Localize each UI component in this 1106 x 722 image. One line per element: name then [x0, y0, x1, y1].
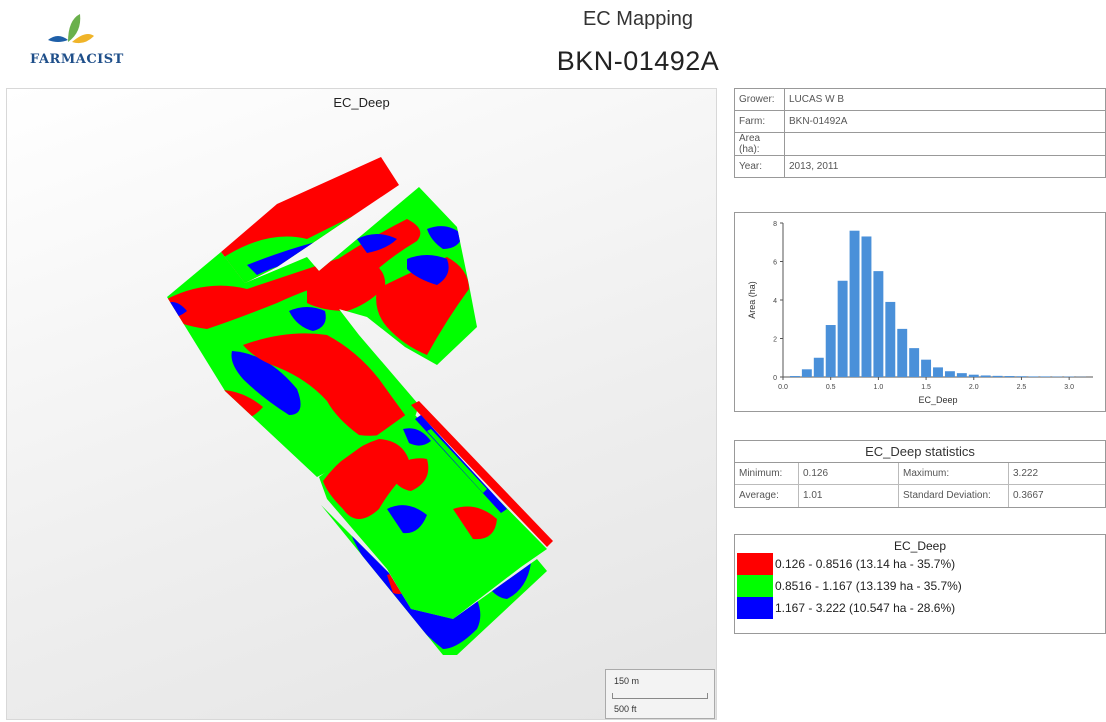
- statistics-panel: EC_Deep statistics Minimum: 0.126 Maximu…: [734, 440, 1106, 508]
- histogram-bar: [1028, 376, 1039, 377]
- x-tick-label: 0.0: [778, 384, 788, 391]
- legend-label: 1.167 - 3.222 (10.547 ha - 28.6%): [775, 601, 956, 615]
- x-tick-label: 1.0: [874, 384, 884, 391]
- stddev-value: 0.3667: [1013, 490, 1044, 501]
- field-block-central: [167, 187, 477, 477]
- ec-map[interactable]: [7, 89, 718, 721]
- info-value: [784, 132, 1106, 156]
- info-label: Year:: [734, 155, 785, 178]
- legend-item: 0.126 - 0.8516 (13.14 ha - 35.7%): [735, 553, 1105, 575]
- legend-label: 0.8516 - 1.167 (13.139 ha - 35.7%): [775, 579, 962, 593]
- field-block-south-east: [319, 411, 547, 619]
- histogram-bar: [813, 357, 824, 377]
- field-edge-strip: [411, 401, 553, 547]
- minimum-value: 0.126: [799, 463, 899, 484]
- farmacist-logo: FARMACIST: [30, 10, 123, 70]
- statistics-row: Average: 1.01 Standard Deviation: 0.3667: [735, 485, 1105, 507]
- histogram-bar: [837, 280, 848, 377]
- legend-swatch-blue: [737, 597, 773, 619]
- histogram-bar: [789, 376, 800, 377]
- info-value: BKN-01492A: [784, 110, 1106, 133]
- stddev-label: Standard Deviation:: [899, 485, 1009, 507]
- scale-bar: 150 m 500 ft: [605, 669, 715, 719]
- histogram-bar: [1016, 376, 1027, 377]
- legend-item: 1.167 - 3.222 (10.547 ha - 28.6%): [735, 597, 1105, 619]
- y-axis-label: Area (ha): [747, 281, 757, 319]
- info-row-farm: Farm: BKN-01492A: [734, 110, 1106, 133]
- histogram-bar: [1040, 376, 1051, 377]
- info-row-year: Year: 2013, 2011: [734, 155, 1106, 178]
- info-row-area: Area (ha):: [734, 132, 1106, 156]
- info-value: LUCAS W B: [784, 88, 1106, 111]
- maximum-value: 3.222: [1013, 468, 1039, 479]
- y-tick-label: 0: [773, 375, 777, 382]
- x-tick-label: 1.5: [921, 384, 931, 391]
- map-panel[interactable]: EC_Deep: [6, 88, 717, 720]
- legend-swatch-red: [737, 553, 773, 575]
- average-label: Average:: [735, 485, 799, 507]
- logo-text: FARMACIST: [30, 52, 124, 67]
- maximum-label: Maximum:: [899, 463, 1009, 484]
- scale-feet: 500 ft: [614, 704, 637, 714]
- histogram-bar: [1004, 376, 1015, 377]
- statistics-title: EC_Deep statistics: [735, 441, 1105, 463]
- scale-meters: 150 m: [614, 676, 640, 686]
- histogram-bar: [885, 301, 896, 377]
- histogram-bar: [956, 373, 967, 377]
- y-tick-label: 4: [773, 298, 777, 305]
- histogram-bar: [944, 371, 955, 377]
- histogram-panel: 0 2 4 6 8 0.0 0.5 1.0 1.5 2.0 2.5 3.0 EC_Deep Area (h…: [734, 212, 1106, 412]
- legend-swatch-green: [737, 575, 773, 597]
- x-tick-label: 2.0: [969, 384, 979, 391]
- legend-panel: EC_Deep 0.126 - 0.8516 (13.14 ha - 35.7%…: [734, 534, 1106, 634]
- histogram-bar: [861, 236, 872, 377]
- x-tick-label: 0.5: [826, 384, 836, 391]
- legend-item: 0.8516 - 1.167 (13.139 ha - 35.7%): [735, 575, 1105, 597]
- info-label: Farm:: [734, 110, 785, 133]
- info-table: Grower: LUCAS W B Farm: BKN-01492A Area …: [734, 88, 1106, 178]
- x-tick-label: 2.5: [1017, 384, 1027, 391]
- histogram-bar: [897, 328, 908, 377]
- x-tick-label: 3.0: [1064, 384, 1074, 391]
- y-tick-label: 6: [773, 260, 777, 267]
- histogram-bar: [980, 375, 991, 377]
- page-title: EC Mapping: [582, 8, 694, 30]
- histogram-chart: 0 2 4 6 8 0.0 0.5 1.0 1.5 2.0 2.5 3.0 EC_Deep Area (h…: [747, 221, 1093, 405]
- statistics-row: Minimum: 0.126 Maximum: 3.222: [735, 463, 1105, 485]
- page-subtitle: BKN-01492A: [556, 46, 720, 76]
- histogram-bar: [992, 375, 1003, 377]
- map-title: EC_Deep: [333, 95, 390, 110]
- histogram-bar: [921, 359, 932, 377]
- scale-line: [612, 693, 708, 699]
- histogram-bar: [801, 369, 812, 377]
- histogram-bar: [873, 271, 884, 377]
- histogram-bar: [968, 374, 979, 377]
- legend-label: 0.126 - 0.8516 (13.14 ha - 35.7%): [775, 557, 956, 571]
- leaf-icon: [48, 14, 94, 44]
- histogram-bar: [933, 367, 943, 377]
- info-value: 2013, 2011: [784, 155, 1106, 178]
- average-value: 1.01: [799, 485, 899, 507]
- y-tick-label: 2: [773, 337, 777, 344]
- info-label: Area (ha):: [734, 132, 785, 156]
- minimum-label: Minimum:: [735, 463, 799, 484]
- info-label: Grower:: [734, 88, 785, 111]
- histogram-bar: [849, 230, 860, 377]
- histogram-bar: [909, 348, 920, 377]
- x-axis-label: EC_Deep: [918, 395, 957, 405]
- info-row-grower: Grower: LUCAS W B: [734, 88, 1106, 111]
- y-tick-label: 8: [773, 221, 777, 228]
- legend-title: EC_Deep: [893, 539, 947, 553]
- histogram-bar: [825, 325, 836, 377]
